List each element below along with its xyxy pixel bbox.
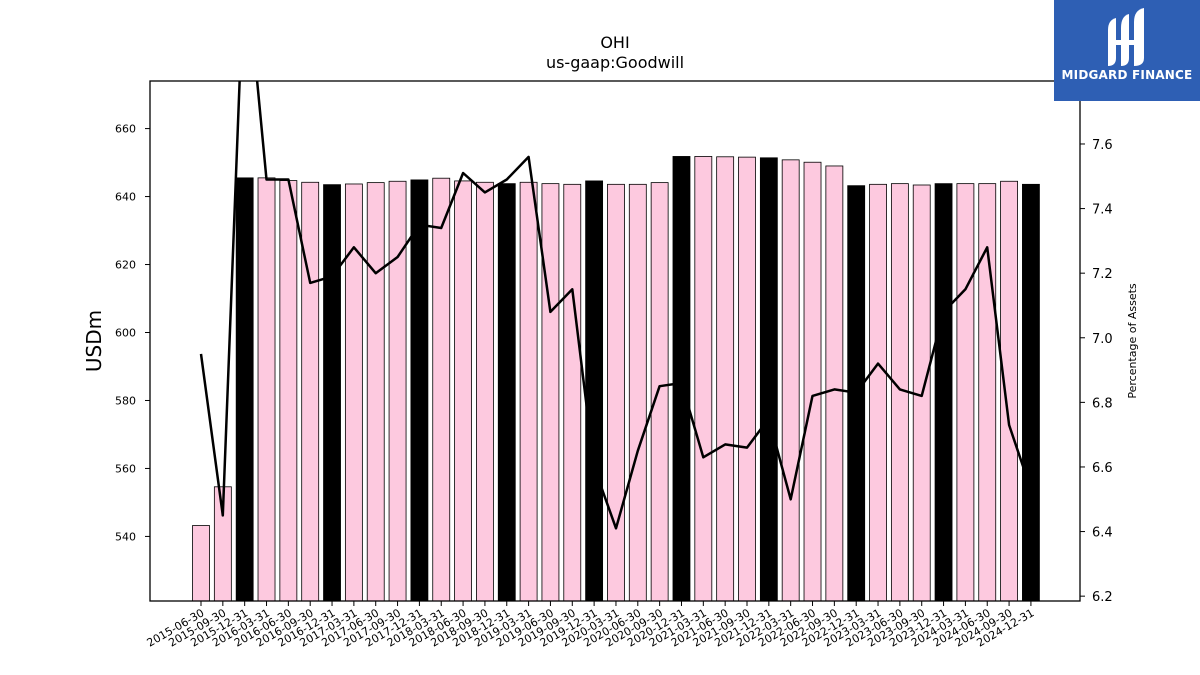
y2-tick-label: 6.4 bbox=[1092, 526, 1113, 541]
bar-2021-12-31 bbox=[759, 157, 778, 601]
bar-2024-12-31 bbox=[1022, 183, 1040, 601]
y-tick-label: 580 bbox=[115, 394, 136, 407]
bar-2024-03-31 bbox=[956, 183, 975, 601]
y-tick-label: 640 bbox=[115, 191, 136, 204]
bar-2017-09-30 bbox=[388, 180, 407, 601]
bar-2016-09-30 bbox=[301, 181, 320, 601]
bar-2018-03-31 bbox=[432, 177, 451, 601]
bar-2016-12-31 bbox=[323, 184, 341, 601]
bar-2023-12-31 bbox=[934, 183, 953, 601]
bar-2018-12-31 bbox=[497, 183, 516, 601]
y2-tick-label: 7.4 bbox=[1092, 203, 1113, 218]
y2-tick-label: 6.6 bbox=[1092, 461, 1113, 476]
brand-logo: MIDGARD FINANCE bbox=[1054, 0, 1200, 101]
bar-2018-09-30 bbox=[476, 181, 494, 601]
bar-2019-03-31 bbox=[519, 181, 538, 601]
percentage-line bbox=[199, 81, 1033, 530]
bar-2024-09-30 bbox=[1000, 180, 1018, 601]
y-tick-label: 660 bbox=[115, 123, 136, 136]
y-axis-label: USDm bbox=[82, 310, 106, 372]
y2-tick-label: 7.6 bbox=[1092, 138, 1113, 153]
bar-2020-03-31 bbox=[607, 183, 625, 601]
y2-tick-label: 6.8 bbox=[1092, 396, 1113, 411]
bar-2022-06-30 bbox=[803, 161, 822, 601]
bar-2019-06-30 bbox=[541, 183, 560, 601]
y2-tick-label: 7.0 bbox=[1092, 332, 1113, 347]
logo-mark-icon bbox=[1108, 8, 1144, 66]
bar-2021-09-30 bbox=[738, 156, 756, 601]
bar-2020-09-30 bbox=[650, 182, 669, 601]
chart-title: OHI bbox=[600, 33, 629, 52]
plot-frame bbox=[149, 80, 1081, 602]
chart-subtitle: us-gaap:Goodwill bbox=[546, 53, 684, 72]
y-tick-label: 540 bbox=[115, 530, 136, 543]
bar-2016-03-31 bbox=[257, 177, 276, 601]
y-tick-label: 620 bbox=[115, 259, 136, 272]
axes-group: 540 560 580 600 620 640 660 6.2 6.4 6.6 6.8 7.0 7.2 7… bbox=[115, 80, 1113, 650]
bar-2017-12-31 bbox=[410, 179, 429, 601]
bar-2020-06-30 bbox=[628, 183, 647, 601]
bar-2022-09-30 bbox=[825, 165, 844, 601]
y2-axis-label: Percentage of Assets bbox=[1126, 283, 1139, 399]
y2-tick-label: 7.2 bbox=[1092, 267, 1113, 282]
logo-text: MIDGARD FINANCE bbox=[1061, 68, 1193, 82]
bar-2018-06-30 bbox=[454, 180, 472, 601]
line-group bbox=[199, 81, 1033, 530]
bar-2017-03-31 bbox=[344, 183, 363, 601]
bars-group bbox=[192, 156, 1040, 601]
bar-2021-03-31 bbox=[694, 156, 713, 601]
bar-2017-06-30 bbox=[366, 182, 385, 601]
bar-2023-03-31 bbox=[869, 183, 887, 601]
bar-2016-06-30 bbox=[279, 180, 298, 601]
bar-2015-06-30 bbox=[192, 525, 210, 601]
y-tick-label: 560 bbox=[115, 462, 136, 475]
bar-2019-09-30 bbox=[563, 183, 582, 601]
bar-2020-12-31 bbox=[672, 156, 691, 601]
bar-2015-12-31 bbox=[235, 177, 254, 601]
y2-tick-label: 6.2 bbox=[1092, 590, 1113, 605]
bar-2021-06-30 bbox=[716, 156, 735, 601]
y-tick-label: 600 bbox=[115, 327, 136, 340]
bar-2022-03-31 bbox=[781, 159, 800, 601]
bar-2019-12-31 bbox=[585, 180, 604, 601]
